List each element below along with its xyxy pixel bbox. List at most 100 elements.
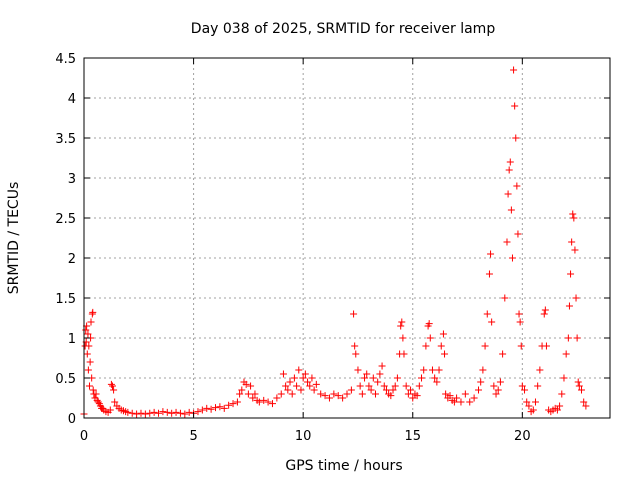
data-point [387, 392, 395, 400]
data-point [457, 398, 465, 406]
chart-title: Day 038 of 2025, SRMTID for receiver lam… [191, 21, 496, 37]
data-point [242, 380, 250, 388]
data-point [564, 334, 572, 342]
data-point [479, 366, 487, 374]
data-point [288, 390, 296, 398]
data-point [339, 394, 347, 402]
data-point [425, 320, 433, 328]
data-point [398, 318, 406, 326]
data-point [233, 398, 241, 406]
data-point [282, 382, 290, 390]
data-point [317, 390, 325, 398]
data-point [418, 374, 426, 382]
data-point [185, 408, 193, 416]
data-point [494, 386, 502, 394]
data-point [515, 310, 523, 318]
data-point [330, 390, 338, 398]
data-point [334, 392, 342, 400]
x-tick-label: 10 [295, 429, 312, 444]
data-point [413, 392, 421, 400]
data-point [268, 400, 276, 408]
y-tick-label: 3.5 [55, 132, 76, 147]
data-point [82, 326, 90, 334]
data-point [573, 334, 581, 342]
data-point [111, 398, 119, 406]
data-point [351, 342, 359, 350]
data-point [541, 306, 549, 314]
data-point [229, 400, 237, 408]
data-point [575, 382, 583, 390]
data-point [518, 382, 526, 390]
data-point [481, 342, 489, 350]
data-point [155, 409, 163, 417]
data-point [84, 366, 92, 374]
data-point [556, 402, 564, 410]
data-point [488, 318, 496, 326]
data-point [572, 294, 580, 302]
data-point [260, 396, 268, 404]
y-tick-label: 2.5 [55, 212, 76, 227]
data-point [286, 378, 294, 386]
data-point [94, 398, 102, 406]
data-point [203, 404, 211, 412]
data-point [290, 374, 298, 382]
data-point [525, 402, 533, 410]
data-point [238, 386, 246, 394]
data-point [578, 386, 586, 394]
data-point [367, 386, 375, 394]
y-tick-label: 0.5 [55, 372, 76, 387]
axis-ticks: 0 0.5 1 1.5 2 2.5 3 3.5 4 4.5 0 5 10 15 20 [55, 52, 610, 444]
data-point [244, 390, 252, 398]
data-point [110, 386, 118, 394]
data-point [212, 404, 219, 412]
data-point [508, 254, 516, 262]
data-point [442, 390, 450, 398]
data-point [523, 398, 531, 406]
data-point [141, 410, 149, 418]
data-point [453, 394, 461, 402]
data-point [216, 403, 224, 411]
data-point [369, 374, 377, 382]
data-point [574, 378, 582, 386]
data-point [83, 350, 91, 358]
data-point [569, 210, 577, 218]
y-tick-label: 3 [68, 172, 76, 187]
x-tick-label: 5 [189, 429, 197, 444]
data-point [352, 350, 360, 358]
data-point [490, 382, 498, 390]
data-point [86, 358, 94, 366]
data-point [108, 382, 116, 390]
y-tick-label: 0 [68, 412, 76, 427]
data-point [439, 330, 447, 338]
data-point [361, 374, 369, 382]
data-point [496, 378, 504, 386]
data-point [513, 182, 521, 190]
data-point [236, 390, 244, 398]
y-tick-label: 1.5 [55, 292, 76, 307]
data-point [560, 374, 568, 382]
data-point [312, 380, 320, 388]
data-point [400, 350, 408, 358]
data-point [503, 238, 511, 246]
data-point [483, 310, 491, 318]
data-point [511, 102, 519, 110]
data-point [343, 390, 351, 398]
data-point [251, 390, 259, 398]
data-point [487, 250, 495, 258]
data-point [247, 382, 255, 390]
data-point [198, 406, 206, 414]
data-point [85, 342, 93, 350]
data-point [536, 366, 544, 374]
data-point [304, 378, 312, 386]
data-point [89, 386, 97, 394]
data-point [297, 386, 305, 394]
data-point [365, 382, 373, 390]
x-axis-title: GPS time / hours [285, 458, 402, 474]
data-point [255, 398, 263, 406]
data-point [92, 390, 100, 398]
data-point [450, 398, 458, 406]
data-point [501, 294, 509, 302]
data-point [420, 366, 428, 374]
data-point [146, 409, 154, 417]
